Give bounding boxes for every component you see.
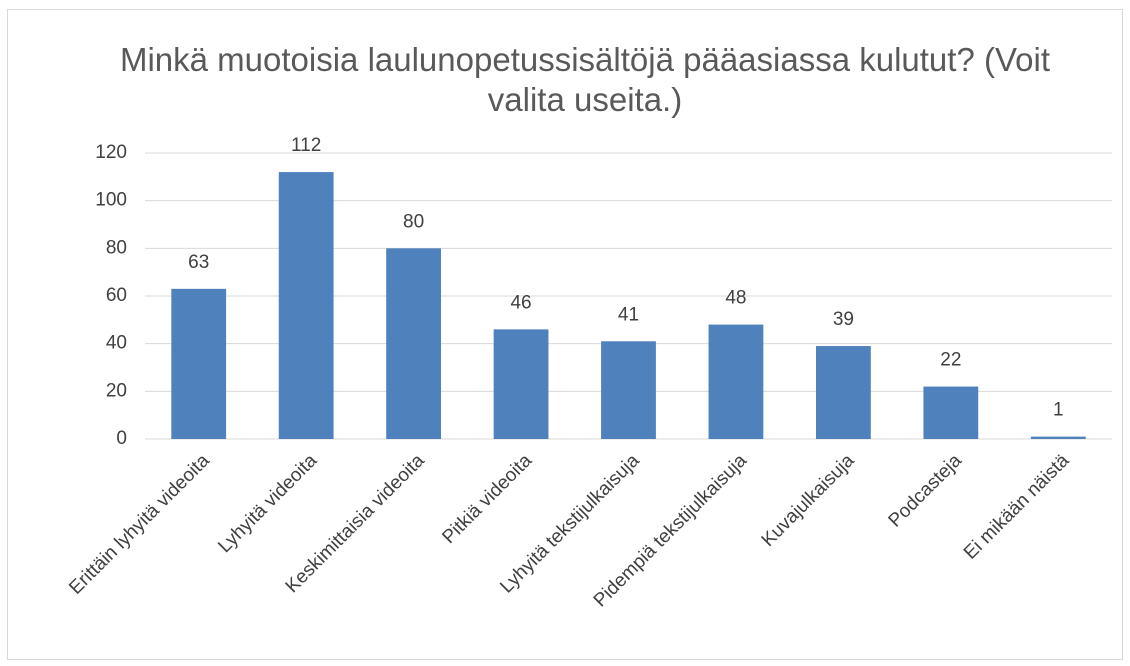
data-label: 41 bbox=[618, 304, 639, 325]
y-tick-label: 120 bbox=[95, 142, 127, 163]
x-tick-label: Kuvajulkaisuja bbox=[758, 450, 859, 551]
bar bbox=[386, 248, 442, 439]
bar bbox=[815, 346, 871, 439]
y-tick-label: 40 bbox=[106, 333, 127, 354]
chart-border bbox=[7, 9, 1123, 660]
data-label: 22 bbox=[940, 350, 961, 371]
bar bbox=[493, 329, 549, 439]
y-tick-label: 20 bbox=[106, 380, 127, 401]
chart-title: Minkä muotoisia laulunopetussisältöjä pä… bbox=[119, 41, 1051, 118]
x-tick-label: Podcasteja bbox=[885, 450, 967, 532]
x-tick-label: Lyhyitä videoita bbox=[214, 450, 321, 557]
x-tick-label: Pitkiä videoita bbox=[438, 450, 536, 548]
y-tick-label: 60 bbox=[106, 285, 127, 306]
data-label: 46 bbox=[510, 292, 531, 313]
data-label: 63 bbox=[188, 252, 209, 273]
data-label: 48 bbox=[725, 288, 746, 309]
bar bbox=[171, 288, 227, 439]
bar bbox=[1030, 436, 1086, 439]
data-label: 112 bbox=[291, 135, 321, 156]
y-tick-label: 80 bbox=[106, 237, 127, 258]
y-tick-label: 100 bbox=[95, 190, 127, 211]
bar bbox=[278, 172, 334, 440]
x-tick-label: Ei mikään näistä bbox=[960, 450, 1074, 564]
bar bbox=[923, 386, 979, 439]
x-tick-label: Erittäin lyhyitä videoita bbox=[65, 450, 214, 599]
y-tick-label: 0 bbox=[116, 428, 127, 449]
data-label: 1 bbox=[1053, 400, 1064, 421]
data-label: 39 bbox=[833, 309, 854, 330]
data-label: 80 bbox=[403, 211, 424, 232]
bar bbox=[601, 341, 656, 439]
bar bbox=[708, 324, 764, 439]
